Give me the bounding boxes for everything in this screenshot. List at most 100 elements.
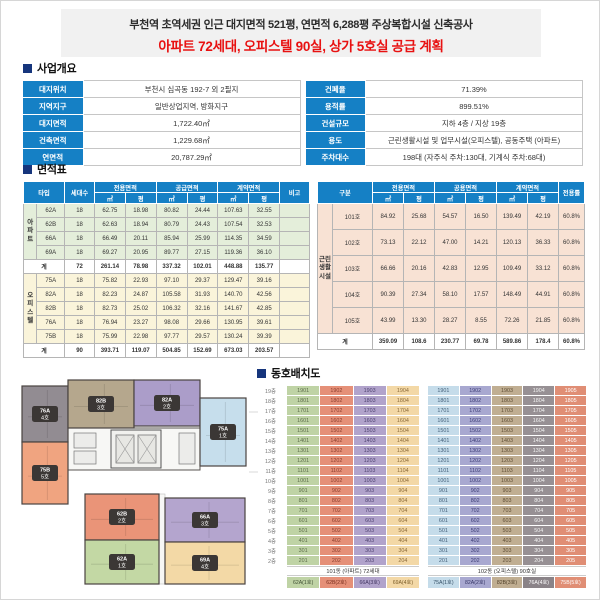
overview-label: 지역지구 xyxy=(23,97,84,115)
svg-text:75B: 75B xyxy=(40,468,50,474)
area-total-row: 계 359.09 108.6 230.77 69.78 589.86 178.4 60.8% xyxy=(317,333,585,350)
svg-text:82A: 82A xyxy=(162,398,172,404)
unit-cell: 404 xyxy=(523,536,555,545)
area-cell: 105호 xyxy=(332,307,373,334)
unit-cell: 1104 xyxy=(523,466,555,475)
overview-label: 건축면적 xyxy=(23,131,84,149)
unit-cell: 201 xyxy=(428,556,459,565)
area-cell: 28.27 xyxy=(434,307,466,334)
unit-grid-row: 601 602 603 604 xyxy=(287,516,419,525)
area-cell: 36.10 xyxy=(248,245,281,260)
unit-grid-row: 1301 1302 1303 1304 xyxy=(287,446,419,455)
unit-cell: 1201 xyxy=(287,456,320,465)
floor-label-column: 19층 18층 17층 16층 15층 14층 13층 12층 11층 10층 9층 8층 7층 6층 5층… xyxy=(257,385,279,589)
area-cell: 20.11 xyxy=(124,231,157,246)
area-cell: 106.32 xyxy=(155,301,188,316)
svg-text:66A: 66A xyxy=(200,515,210,521)
legend-item: 66A(3호) xyxy=(353,577,386,588)
unit-grid-row: 401 402 403 404 405 xyxy=(428,536,586,545)
type-cell: 62A xyxy=(36,203,66,218)
unit-cell: 505 xyxy=(555,526,586,535)
area-cell: 47.00 xyxy=(434,229,466,256)
overview-value: 부천시 심곡동 192-7 외 2필지 xyxy=(82,80,301,98)
area-cell: 39.16 xyxy=(248,273,281,288)
overview-row: 용적률 899.51% xyxy=(305,97,583,115)
unit-cell: 1103 xyxy=(491,466,523,475)
area-cell: 23.27 xyxy=(124,315,157,330)
type-cell: 69A xyxy=(36,245,66,260)
unit-cell: 602 xyxy=(459,516,491,525)
unit-cell: 503 xyxy=(353,526,386,535)
unit-grid-row: 401 402 403 404 xyxy=(287,536,419,545)
overview-value: 지하 4층 / 지상 19층 xyxy=(365,114,583,132)
unit-cell: 1502 xyxy=(320,426,353,435)
unit-cell: 1701 xyxy=(428,406,459,415)
legend-row: 62A(1호) 62B(2호) 66A(3호) 69A(4호) xyxy=(287,577,419,588)
unit-badge-76A: 76A 4호 xyxy=(32,406,58,422)
unit-badge-82B: 82B 3호 xyxy=(88,396,114,412)
unit-cell: 1001 xyxy=(287,476,320,485)
overview-label: 연면적 xyxy=(23,148,84,166)
unit-cell: 903 xyxy=(491,486,523,495)
svg-text:75A: 75A xyxy=(218,427,228,433)
legend-item: 76A(4호) xyxy=(523,577,555,588)
overview-row: 주차대수 198대 (자주식 주차:130대, 기계식 주차:68대) xyxy=(305,148,583,166)
area-table-residential: 타입 세대수 전용면적 공급면적 계약면적 비고 ㎡ 평 ㎡ 평 ㎡ 평 아 파 트 62A 18 62.… xyxy=(22,181,310,358)
unit-cell: 904 xyxy=(386,486,419,495)
unit-cell: 404 xyxy=(386,536,419,545)
overview-value: 71.39% xyxy=(365,80,583,98)
unit-grid-row: 1901 1902 1903 1904 1905 xyxy=(428,386,586,395)
svg-text:2호: 2호 xyxy=(118,518,126,525)
unit-cell: 202 xyxy=(320,556,353,565)
svg-text:4호: 4호 xyxy=(41,415,49,422)
svg-text:76A: 76A xyxy=(40,409,50,415)
area-cell: 31.93 xyxy=(186,287,219,302)
area-cell: 148.49 xyxy=(496,281,528,308)
area-row: 오 피 스 텔 75A 18 75.82 22.93 97.10 29.37 129.47 39.16 xyxy=(22,273,310,344)
area-cell: 105.58 xyxy=(155,287,188,302)
unit-cell: 1901 xyxy=(287,386,320,395)
area-cell: 129.47 xyxy=(217,273,250,288)
area-cell: 21.85 xyxy=(527,307,559,334)
floor-label: 7층 xyxy=(258,506,278,516)
unit-cell: 1801 xyxy=(428,396,459,405)
floor-label: 10층 xyxy=(258,476,278,486)
area-row: 82B 18 82.73 25.02 106.32 32.16 141.67 42.85 xyxy=(24,301,310,316)
unit-cell: 205 xyxy=(555,556,586,565)
area-cell: 17.57 xyxy=(465,281,497,308)
overview-value: 198대 (자주식 주차:130대, 기계식 주차:68대) xyxy=(365,148,583,166)
svg-text:3호: 3호 xyxy=(201,521,209,528)
unit-cell: 602 xyxy=(320,516,353,525)
floor-label: 6층 xyxy=(258,516,278,526)
area-cell: 60.8% xyxy=(558,229,585,256)
unit-cell: 901 xyxy=(287,486,320,495)
svg-text:1호: 1호 xyxy=(118,563,126,570)
overview-title: 사업개요 xyxy=(23,60,583,76)
unit-cell: 701 xyxy=(287,506,320,515)
area-cell xyxy=(279,245,310,260)
unit-cell: 1002 xyxy=(459,476,491,485)
unit-cell: 502 xyxy=(459,526,491,535)
unit-cell: 402 xyxy=(459,536,491,545)
unit-badge-62B: 62B 2호 xyxy=(109,509,135,525)
area-cell xyxy=(279,329,310,344)
area-cell: 141.67 xyxy=(217,301,250,316)
overview-table-left: 대지위치 부천시 심곡동 192-7 외 2필지 지역지구 일반상업지역, 방화… xyxy=(23,80,301,166)
unit-cell: 1102 xyxy=(459,466,491,475)
area-row: 103호 66.66 20.16 42.83 12.95 109.49 33.12 60.8% xyxy=(318,255,585,282)
unit-cell: 605 xyxy=(555,516,586,525)
unit-cell: 1003 xyxy=(491,476,523,485)
unit-cell: 1903 xyxy=(353,386,386,395)
area-cell: 42.19 xyxy=(527,203,559,230)
unit-cell: 1805 xyxy=(555,396,586,405)
area-cell: 29.37 xyxy=(186,273,219,288)
type-cell: 75B xyxy=(36,329,66,344)
unit-cell: 1503 xyxy=(353,426,386,435)
unit-grid-row: 1401 1402 1403 1404 xyxy=(287,436,419,445)
overview-value: 일반상업지역, 방화지구 xyxy=(82,97,301,115)
unit-grid-row: 1101 1102 1103 1104 1105 xyxy=(428,466,586,475)
area-cell: 104호 xyxy=(332,281,373,308)
unit-cell: 301 xyxy=(287,546,320,555)
legend-row: 75A(1호) 82A(2호) 82B(3호) 76A(4호) 75B(5호) xyxy=(428,577,586,588)
